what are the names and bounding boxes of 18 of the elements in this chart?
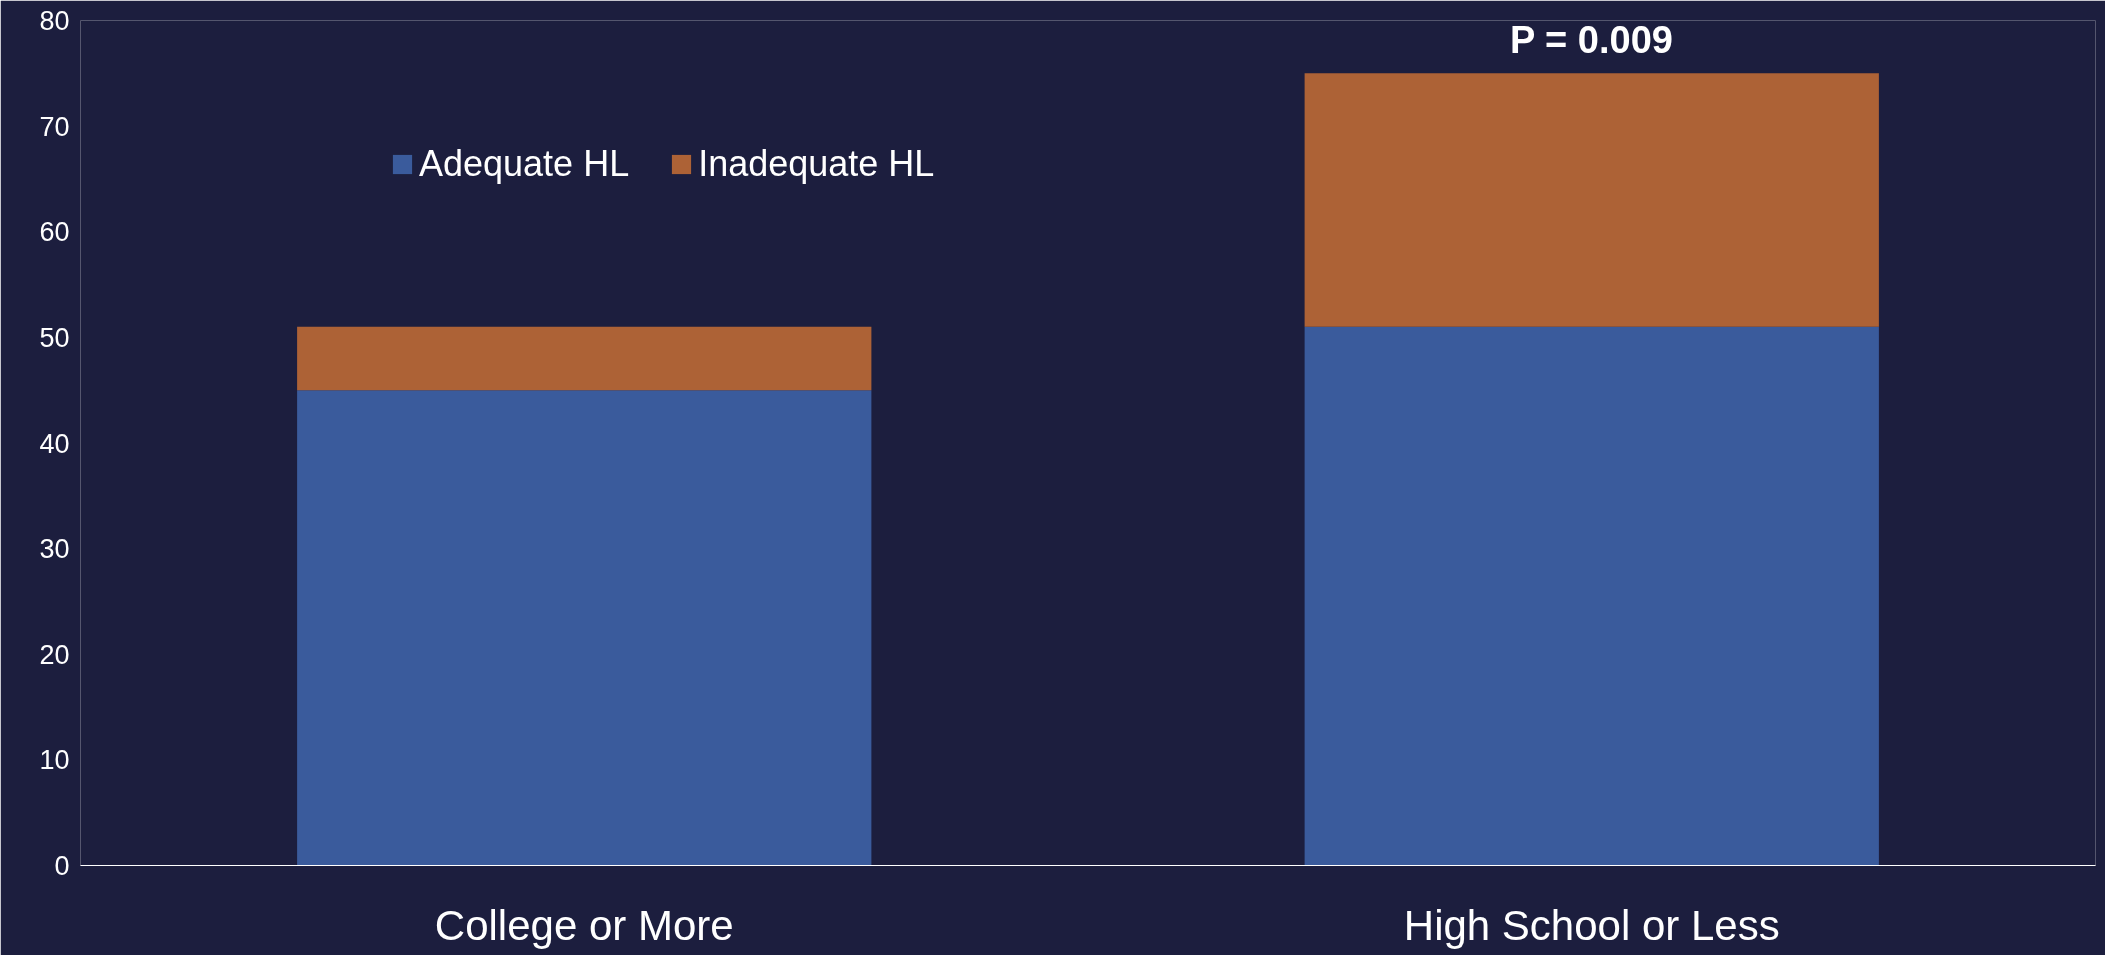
x-tick-label: College or More [434,901,734,949]
y-tick-label: 60 [39,217,70,248]
bar [1304,326,1879,866]
x-tick-label: High School or Less [1403,901,1780,949]
y-tick-label: 40 [39,428,70,459]
y-tick-label: 30 [39,534,70,565]
annotation: P = 0.009 [1509,19,1673,62]
y-tick-label: 80 [39,6,70,36]
legend-label: Inadequate HL [698,143,935,185]
legend-label: Adequate HL [419,143,630,185]
y-tick-label: 0 [54,851,70,881]
y-tick-label: 20 [39,639,70,670]
bar [297,326,872,391]
y-tick-label: 10 [39,745,70,776]
y-tick-label: 70 [39,111,70,142]
y-tick-label: 50 [39,322,70,353]
bar [1304,73,1879,327]
bar [297,390,872,866]
